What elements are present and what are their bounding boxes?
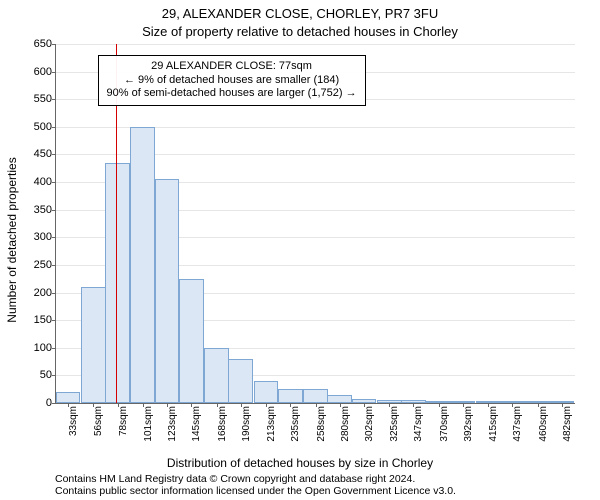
histogram-bar	[204, 348, 229, 403]
x-axis-label: Distribution of detached houses by size …	[0, 456, 600, 470]
xtick-label: 56sqm	[93, 406, 104, 436]
ytick-mark	[52, 44, 56, 45]
histogram-bar	[105, 163, 130, 403]
y-axis-label: Number of detached properties	[5, 157, 19, 322]
ytick-label: 450	[34, 148, 52, 160]
histogram-bar	[56, 392, 81, 403]
xtick-label: 101sqm	[143, 406, 154, 442]
ytick-label: 0	[46, 397, 52, 409]
xtick-label: 482sqm	[562, 406, 573, 442]
histogram-bar	[155, 179, 180, 403]
xtick-label: 235sqm	[290, 406, 301, 442]
xtick-label: 392sqm	[463, 406, 474, 442]
plot-area: 0501001502002503003504004505005506006503…	[55, 44, 575, 404]
ytick-label: 400	[34, 176, 52, 188]
chart-title-main: 29, ALEXANDER CLOSE, CHORLEY, PR7 3FU	[0, 6, 600, 21]
xtick-label: 325sqm	[389, 406, 400, 442]
ytick-label: 100	[34, 342, 52, 354]
xtick-label: 213sqm	[266, 406, 277, 442]
xtick-label: 415sqm	[488, 406, 499, 442]
ytick-mark	[52, 320, 56, 321]
histogram-bar	[254, 381, 279, 403]
ytick-mark	[52, 99, 56, 100]
xtick-label: 78sqm	[118, 406, 129, 436]
histogram-bar	[327, 395, 352, 403]
xtick-label: 347sqm	[413, 406, 424, 442]
attribution-text: Contains HM Land Registry data © Crown c…	[55, 473, 456, 498]
xtick-label: 190sqm	[241, 406, 252, 442]
xtick-label: 168sqm	[217, 406, 228, 442]
xtick-label: 370sqm	[439, 406, 450, 442]
ytick-label: 200	[34, 287, 52, 299]
ytick-mark	[52, 293, 56, 294]
histogram-bar	[228, 359, 253, 403]
ytick-label: 250	[34, 259, 52, 271]
xtick-label: 280sqm	[340, 406, 351, 442]
ytick-mark	[52, 72, 56, 73]
chart-container: 29, ALEXANDER CLOSE, CHORLEY, PR7 3FU Si…	[0, 0, 600, 500]
ytick-mark	[52, 265, 56, 266]
ytick-mark	[52, 127, 56, 128]
xtick-label: 145sqm	[191, 406, 202, 442]
ytick-label: 300	[34, 231, 52, 243]
ytick-label: 500	[34, 121, 52, 133]
histogram-bar	[179, 279, 204, 403]
ytick-label: 600	[34, 66, 52, 78]
xtick-label: 258sqm	[316, 406, 327, 442]
ytick-mark	[52, 237, 56, 238]
annotation-line: ← 9% of detached houses are smaller (184…	[107, 74, 357, 88]
annotation-box: 29 ALEXANDER CLOSE: 77sqm← 9% of detache…	[98, 55, 366, 106]
ytick-mark	[52, 182, 56, 183]
ytick-label: 50	[40, 369, 52, 381]
chart-title-sub: Size of property relative to detached ho…	[0, 24, 600, 39]
annotation-line: 29 ALEXANDER CLOSE: 77sqm	[107, 60, 357, 74]
xtick-label: 302sqm	[364, 406, 375, 442]
ytick-label: 550	[34, 93, 52, 105]
ytick-mark	[52, 375, 56, 376]
ytick-label: 650	[34, 38, 52, 50]
histogram-bar	[130, 127, 155, 403]
xtick-label: 437sqm	[512, 406, 523, 442]
xtick-label: 123sqm	[167, 406, 178, 442]
histogram-bar	[303, 389, 328, 403]
xtick-label: 33sqm	[68, 406, 79, 436]
ytick-label: 350	[34, 204, 52, 216]
ytick-mark	[52, 154, 56, 155]
ytick-mark	[52, 348, 56, 349]
attribution-line1: Contains HM Land Registry data © Crown c…	[55, 473, 415, 485]
ytick-label: 150	[34, 314, 52, 326]
histogram-bar	[278, 389, 303, 403]
gridline-h	[56, 44, 575, 45]
ytick-mark	[52, 403, 56, 404]
attribution-line2: Contains public sector information licen…	[55, 485, 456, 497]
annotation-line: 90% of semi-detached houses are larger (…	[107, 87, 357, 101]
histogram-bar	[81, 287, 106, 403]
xtick-label: 460sqm	[538, 406, 549, 442]
ytick-mark	[52, 210, 56, 211]
